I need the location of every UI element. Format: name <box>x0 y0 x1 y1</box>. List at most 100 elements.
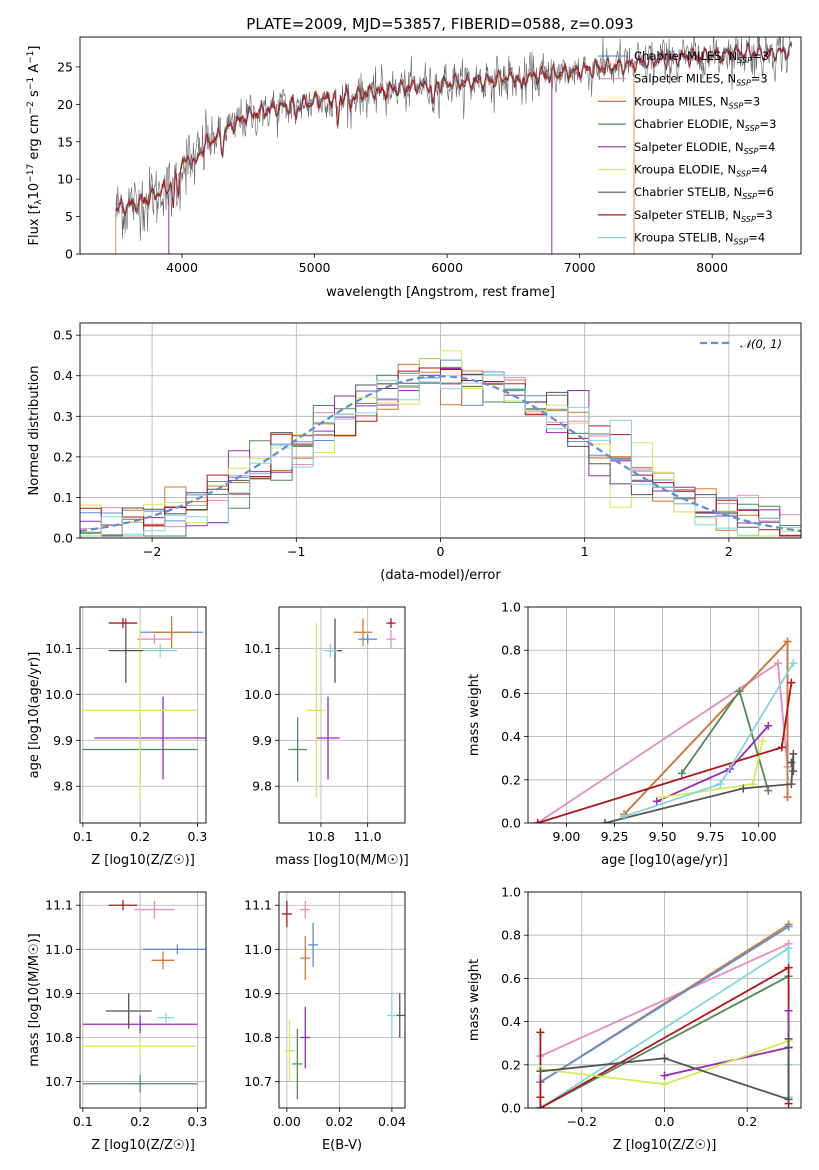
errorbar-point-kroupa-miles <box>151 616 192 649</box>
series-marker <box>660 1071 669 1080</box>
series-marker <box>652 797 661 806</box>
x-tick-label: 7000 <box>564 260 596 275</box>
series-marker <box>784 1095 793 1104</box>
errorbar-point-kroupa-stelib <box>157 1012 175 1023</box>
series-marker <box>536 1028 545 1037</box>
plot-area-massweight-vs-Z <box>536 920 793 1108</box>
x-tick-label: 0.04 <box>378 1114 406 1129</box>
series-marker <box>789 767 798 776</box>
y-tick-label: 11.1 <box>244 898 272 913</box>
x-axis-label: Z [log10(Z/Z☉)] <box>91 853 195 868</box>
y-axis-label: age [log10(age/yr)] <box>27 652 42 779</box>
series-line <box>537 682 793 823</box>
series-marker <box>536 1067 545 1076</box>
x-tick-label: 0.0 <box>655 1114 675 1129</box>
series-marker <box>739 784 748 793</box>
y-tick-label: 0.0 <box>501 1101 521 1116</box>
panel-spectrum: 4000 5000 6000 7000 8000 0 5 10 15 20 25 wavelength… <box>26 36 802 300</box>
x-tick-label: 0.2 <box>737 1114 757 1129</box>
y-tick-label: 0.0 <box>53 531 73 546</box>
errorbar-point-salpeter-miles <box>137 634 172 645</box>
plot-area-residuals <box>80 350 801 537</box>
y-tick-label: 0.1 <box>53 490 73 505</box>
y-tick-label: 10.7 <box>45 1074 73 1089</box>
errorbar-point-kroupa-miles <box>353 618 373 647</box>
panel-mass-vs-Z: 0.1 0.2 0.3 10.7 10.8 10.9 11.0 11.1 Z [log10(Z/… <box>27 891 207 1153</box>
series-marker <box>658 793 667 802</box>
y-tick-label: 10.7 <box>244 1074 272 1089</box>
y-axis-label: mass weight <box>467 959 482 1041</box>
y-tick-label: 10.9 <box>45 986 73 1001</box>
x-tick-label: 8000 <box>696 260 728 275</box>
errorbar-point-kroupa-elodie <box>284 1019 295 1082</box>
series-line <box>664 1010 790 1077</box>
series-marker <box>533 819 542 823</box>
y-tick-label: 0.3 <box>53 409 73 424</box>
y-tick-label: 10 <box>57 172 73 187</box>
panel-massweight-vs-Z: −0.2 0.0 0.2 0.0 0.2 0.4 0.6 0.8 1.0 Z [log10(Z/Z… <box>467 885 802 1153</box>
x-axis-label: mass [log10(M/M☉)] <box>275 853 408 868</box>
x-tick-label: 0.2 <box>130 1114 150 1129</box>
x-axis-label: wavelength [Angstrom, rest frame] <box>326 285 555 300</box>
axes-frame <box>527 891 802 1109</box>
errorbar-point-kroupa-miles <box>300 936 311 981</box>
histogram-kroupa-stelib <box>80 374 801 537</box>
x-tick-label: 9.25 <box>601 829 629 844</box>
x-tick-label: 0.1 <box>73 1114 93 1129</box>
x-tick-label: 10.00 <box>741 829 777 844</box>
y-axis-label: mass [log10(M/M☉)] <box>27 933 42 1066</box>
plot-area-mass-vs-EBV <box>281 900 405 1100</box>
series-marker <box>660 1054 669 1063</box>
legend-entry: Chabrier MILES, NSSP=3 <box>634 49 769 65</box>
errorbar-point-chabrier-stelib <box>108 618 143 683</box>
plot-area-massweight-vs-age <box>533 637 798 823</box>
errorbar-point-salpeter-miles <box>134 900 175 919</box>
series-marker <box>764 721 773 730</box>
panel-mass-vs-EBV: 0.00 0.02 0.04 10.7 10.8 10.9 11.0 11.1 E(B-V) <box>244 891 406 1153</box>
y-tick-label: 11.0 <box>45 942 73 957</box>
y-tick-label: 0.8 <box>501 928 521 943</box>
x-tick-label: −1 <box>287 544 305 559</box>
legend-entry: Salpeter MILES, NSSP=3 <box>634 72 768 88</box>
x-tick-label: 0.1 <box>73 829 93 844</box>
errorbar-point-kroupa-elodie <box>307 623 326 798</box>
x-tick-label: −2 <box>143 544 161 559</box>
legend-entry: Chabrier STELIB, NSSP=6 <box>634 185 774 201</box>
series-marker <box>677 769 686 778</box>
y-tick-label: 9.9 <box>53 733 73 748</box>
y-tick-label: 0.2 <box>53 449 73 464</box>
errorbar-point-salpeter-elodie <box>316 696 340 780</box>
series-marker <box>789 749 798 758</box>
x-axis-label: (data-model)/error <box>380 568 501 583</box>
y-tick-label: 0.6 <box>501 971 521 986</box>
series-marker <box>773 659 782 668</box>
errorbar-point-salpeter-stelib <box>281 900 292 928</box>
series-marker <box>784 1034 793 1043</box>
series-marker <box>735 687 744 696</box>
x-tick-label: 5000 <box>299 260 331 275</box>
panel-massweight-vs-age: 9.00 9.25 9.50 9.75 10.00 0.0 0.2 0.4 0.6 0.8 1.0 a… <box>467 600 802 868</box>
errorbar-point-kroupa-elodie <box>82 623 198 798</box>
axes-frame <box>527 606 802 824</box>
axes-frame <box>79 606 207 824</box>
series-line <box>540 942 789 1058</box>
x-tick-label: 0.3 <box>187 829 207 844</box>
series-marker <box>784 1006 793 1015</box>
plot-area-age-vs-Z <box>82 616 206 798</box>
panel-age-vs-Z: 0.1 0.2 0.3 9.8 9.9 10.0 10.1 Z [log10(Z/Z☉)] ag… <box>27 606 207 868</box>
y-tick-label: 10.0 <box>45 687 73 702</box>
x-tick-label: 0.2 <box>130 829 150 844</box>
legend-entry: Kroupa MILES, NSSP=3 <box>634 94 760 110</box>
series-marker <box>783 637 792 646</box>
series-chabrier-stelib <box>600 749 798 823</box>
series-marker <box>716 780 725 789</box>
series-marker <box>783 793 792 802</box>
y-tick-label: 10.8 <box>45 1030 73 1045</box>
series-marker <box>536 1104 545 1108</box>
spectrum-model-salpeter-stelib <box>115 42 793 216</box>
y-tick-label: 0 <box>65 247 73 262</box>
errorbar-point-salpeter-elodie <box>82 1015 198 1034</box>
errorbar-point-salpeter-elodie <box>300 1006 311 1069</box>
series-salpeter-stelib <box>533 678 796 823</box>
errorbar-point-chabrier-elodie <box>288 717 307 782</box>
